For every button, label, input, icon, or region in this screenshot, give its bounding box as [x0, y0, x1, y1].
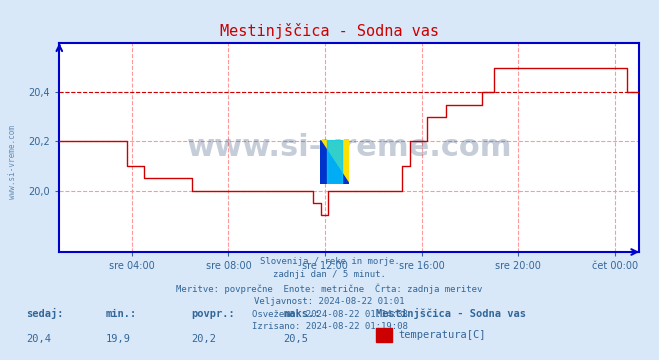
Polygon shape: [320, 140, 349, 184]
Text: povpr.:: povpr.:: [191, 309, 235, 319]
Text: www.si-vreme.com: www.si-vreme.com: [186, 133, 512, 162]
Text: min.:: min.:: [105, 309, 136, 319]
Text: Slovenija / reke in morje.
zadnji dan / 5 minut.
Meritve: povprečne  Enote: metr: Slovenija / reke in morje. zadnji dan / …: [177, 257, 482, 331]
Text: Mestinjščica - Sodna vas: Mestinjščica - Sodna vas: [220, 23, 439, 39]
Text: 19,9: 19,9: [105, 334, 130, 344]
Text: maks.:: maks.:: [283, 309, 321, 319]
Text: 20,4: 20,4: [26, 334, 51, 344]
Text: 20,5: 20,5: [283, 334, 308, 344]
Text: 20,2: 20,2: [191, 334, 216, 344]
Text: temperatura[C]: temperatura[C]: [399, 330, 486, 341]
Polygon shape: [327, 140, 342, 184]
Text: Mestinjščica - Sodna vas: Mestinjščica - Sodna vas: [376, 308, 526, 319]
Polygon shape: [320, 140, 349, 184]
Text: www.si-vreme.com: www.si-vreme.com: [8, 125, 17, 199]
Text: sedaj:: sedaj:: [26, 308, 64, 319]
